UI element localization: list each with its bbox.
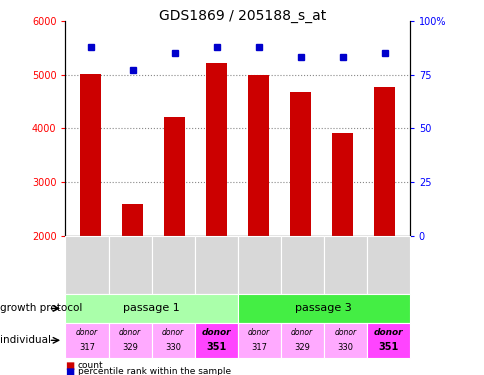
Text: 351: 351 xyxy=(206,342,226,352)
Bar xyxy=(80,74,101,236)
Bar xyxy=(206,63,227,236)
Text: donor: donor xyxy=(373,328,402,337)
Text: 317: 317 xyxy=(251,343,267,352)
Text: growth protocol: growth protocol xyxy=(0,303,82,313)
Text: count: count xyxy=(77,361,103,370)
Text: donor: donor xyxy=(162,328,184,337)
Text: donor: donor xyxy=(76,328,98,337)
Bar xyxy=(373,87,394,236)
Text: 351: 351 xyxy=(378,342,398,352)
Bar xyxy=(289,92,311,236)
Text: ■: ■ xyxy=(65,367,75,375)
Text: donor: donor xyxy=(248,328,270,337)
Text: 330: 330 xyxy=(165,343,181,352)
Text: donor: donor xyxy=(290,328,313,337)
Text: ■: ■ xyxy=(65,361,75,370)
Text: donor: donor xyxy=(119,328,141,337)
Bar xyxy=(332,133,352,236)
Text: passage 3: passage 3 xyxy=(295,303,351,313)
Bar xyxy=(122,204,143,236)
Text: donor: donor xyxy=(333,328,356,337)
Text: donor: donor xyxy=(201,328,230,337)
Text: 329: 329 xyxy=(122,343,137,352)
Text: passage 1: passage 1 xyxy=(123,303,180,313)
Bar xyxy=(164,117,185,236)
Text: 329: 329 xyxy=(294,343,309,352)
Text: 317: 317 xyxy=(79,343,95,352)
Text: 330: 330 xyxy=(336,343,352,352)
Text: GDS1869 / 205188_s_at: GDS1869 / 205188_s_at xyxy=(159,9,325,23)
Text: percentile rank within the sample: percentile rank within the sample xyxy=(77,368,230,375)
Bar xyxy=(248,75,269,236)
Text: individual: individual xyxy=(0,335,51,345)
